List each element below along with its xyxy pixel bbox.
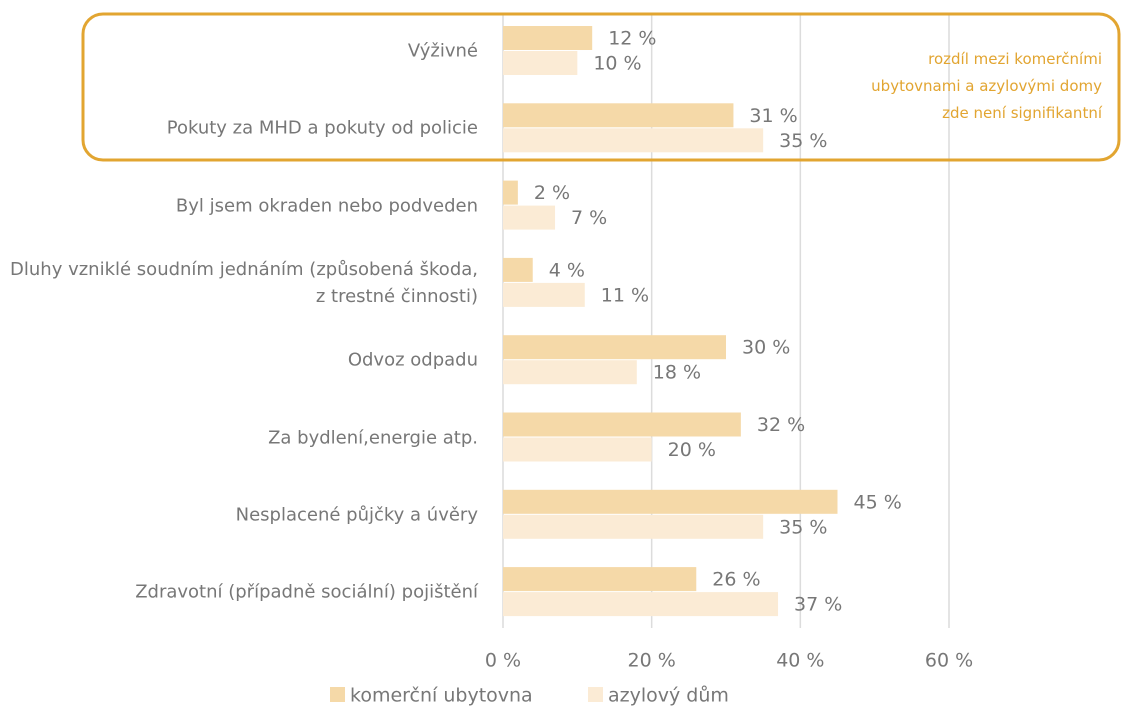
data-label: 35 % bbox=[779, 516, 827, 538]
bar bbox=[503, 489, 838, 514]
data-label: 26 % bbox=[712, 569, 760, 591]
category-label: Nesplacené půjčky a úvěry bbox=[235, 504, 478, 526]
category-label: Za bydlení,energie atp. bbox=[268, 427, 478, 448]
bar bbox=[503, 257, 533, 282]
data-label: 12 % bbox=[608, 28, 656, 50]
data-label: 31 % bbox=[749, 105, 797, 127]
category-label: Zdravotní (případně sociální) pojištění bbox=[135, 581, 478, 603]
data-label: 18 % bbox=[653, 362, 701, 384]
data-label: 35 % bbox=[779, 130, 827, 152]
data-label: 2 % bbox=[534, 182, 570, 204]
bar bbox=[503, 360, 637, 385]
legend-swatch bbox=[330, 687, 345, 702]
bar bbox=[503, 592, 779, 617]
category-label: Výživné bbox=[407, 40, 478, 62]
x-tick-label: 20 % bbox=[628, 650, 676, 672]
bar bbox=[503, 567, 697, 592]
x-tick-label: 0 % bbox=[485, 650, 521, 672]
data-label: 30 % bbox=[742, 337, 790, 359]
data-label: 37 % bbox=[794, 594, 842, 616]
category-label: Odvoz odpadu bbox=[347, 349, 478, 371]
data-label: 10 % bbox=[593, 53, 641, 75]
data-label: 11 % bbox=[601, 284, 649, 306]
x-tick-label: 40 % bbox=[776, 650, 824, 672]
annotation-text: zde není signifikantní bbox=[942, 104, 1102, 122]
data-label: 45 % bbox=[854, 491, 902, 513]
legend-label: azylový dům bbox=[608, 685, 729, 707]
annotation-text: ubytovnami a azylovými domy bbox=[871, 77, 1102, 95]
legend-label: komerční ubytovna bbox=[350, 685, 533, 707]
bar bbox=[503, 180, 518, 205]
bar bbox=[503, 26, 593, 50]
bar bbox=[503, 335, 726, 360]
bar bbox=[503, 128, 764, 153]
legend-swatch bbox=[588, 687, 603, 702]
bar bbox=[503, 514, 764, 539]
bar bbox=[503, 282, 585, 307]
category-label: Byl jsem okraden nebo podveden bbox=[175, 195, 478, 217]
bar bbox=[503, 103, 734, 128]
annotation-box bbox=[81, 12, 1121, 162]
bar bbox=[503, 412, 741, 437]
category-label: Pokuty za MHD a pokuty od policie bbox=[166, 117, 478, 139]
data-label: 20 % bbox=[668, 439, 716, 461]
data-label: 32 % bbox=[757, 414, 805, 436]
x-tick-label: 60 % bbox=[925, 650, 973, 672]
data-label: 4 % bbox=[549, 259, 585, 281]
bar bbox=[503, 205, 556, 230]
annotation-text: rozdíl mezi komerčními bbox=[928, 50, 1102, 68]
bar bbox=[503, 51, 578, 75]
category-label: Dluhy vzniklé soudním jednáním (způsoben… bbox=[10, 258, 478, 307]
data-label: 7 % bbox=[571, 207, 607, 229]
bar bbox=[503, 437, 652, 462]
